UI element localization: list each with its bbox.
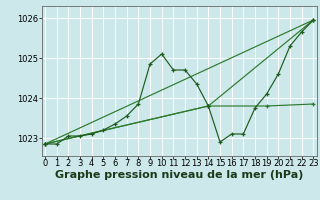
X-axis label: Graphe pression niveau de la mer (hPa): Graphe pression niveau de la mer (hPa) [55,170,303,180]
